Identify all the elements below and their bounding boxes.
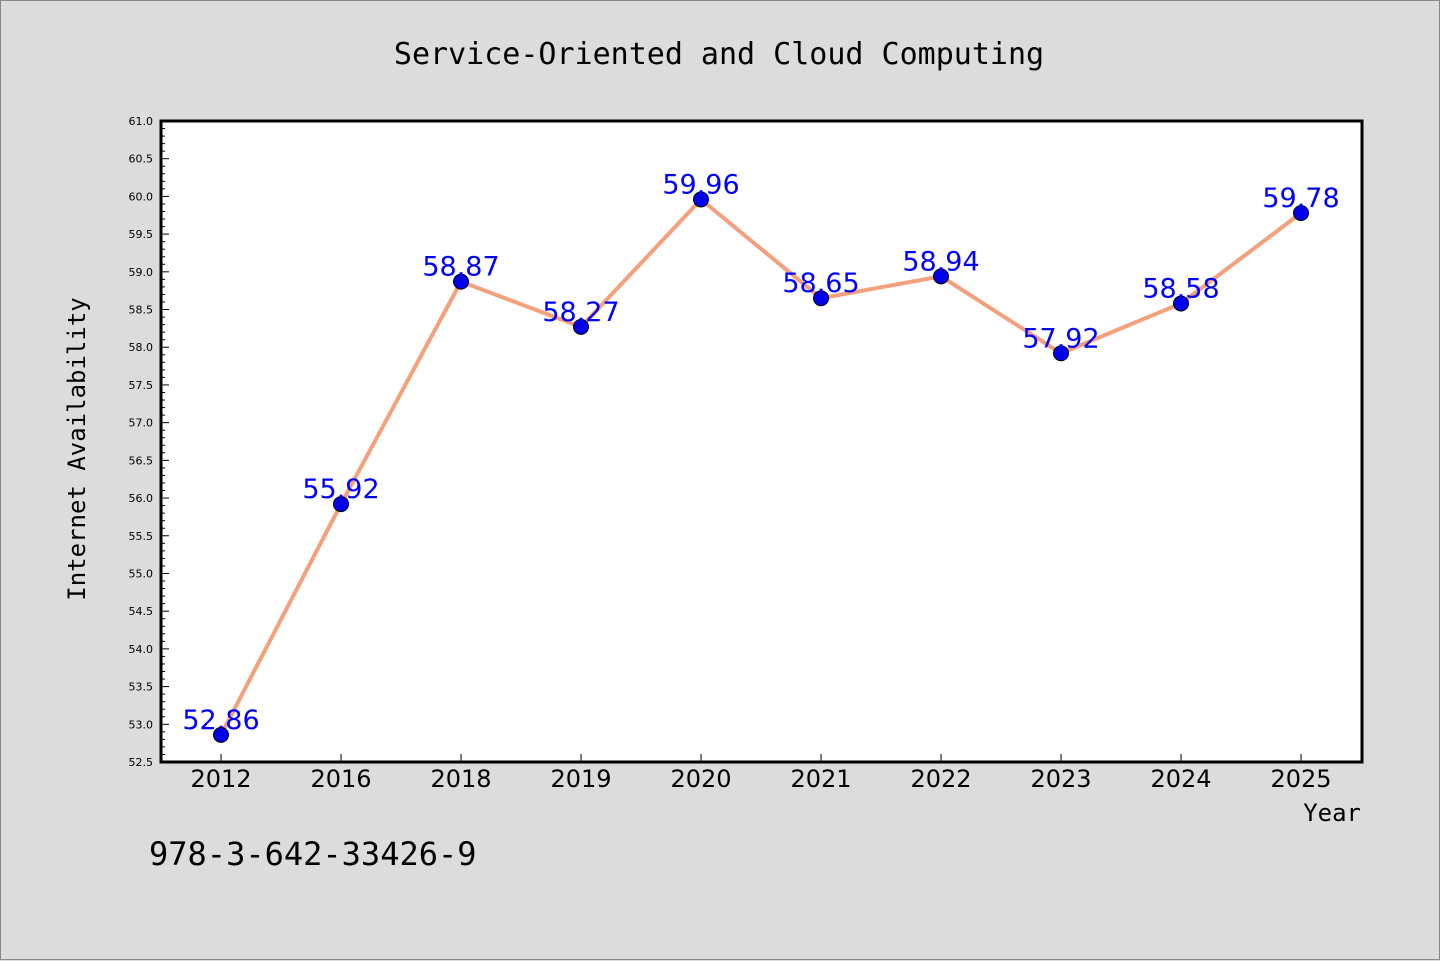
x-tick-label: 2024 [1150, 765, 1211, 793]
y-tick-label: 52.5 [129, 756, 154, 769]
data-point [1293, 205, 1309, 222]
x-tick-label: 2018 [430, 765, 491, 793]
data-point [333, 496, 349, 513]
data-label: 52.86 [182, 705, 259, 736]
y-tick-label: 54.5 [129, 605, 154, 618]
data-point [693, 191, 709, 208]
y-tick-label: 57.5 [129, 379, 154, 392]
y-tick-label: 55.5 [129, 530, 154, 543]
y-tick-label: 58.5 [129, 304, 154, 317]
x-tick-label: 2016 [310, 765, 371, 793]
data-label: 58.58 [1142, 273, 1219, 304]
y-tick-label: 60.0 [129, 190, 154, 203]
y-tick-label: 57.0 [129, 417, 154, 430]
data-point [453, 273, 469, 290]
y-tick-label: 56.0 [129, 492, 154, 505]
y-tick-label: 56.5 [129, 454, 154, 467]
x-axis-label: Year [1303, 799, 1361, 827]
data-label: 59.78 [1262, 183, 1339, 214]
y-tick-label: 59.5 [129, 228, 154, 241]
data-label: 58.65 [782, 268, 859, 299]
chart-title: Service-Oriented and Cloud Computing [394, 37, 1044, 72]
data-point [1053, 345, 1069, 362]
data-point [573, 318, 589, 335]
y-tick-label: 53.5 [129, 681, 154, 694]
x-tick-label: 2021 [790, 765, 851, 793]
x-axis: 2012 2016 2018 2019 2020 2021 2022 2023 2024 2025 [190, 754, 1332, 793]
data-label: 57.92 [1022, 323, 1099, 354]
y-axis: 52.5 53.0 53.5 54.0 54.5 55.0 55.5 56.0 56.5 57.0… [129, 115, 169, 769]
data-point [933, 268, 949, 285]
y-tick-label: 58.0 [129, 341, 154, 354]
data-point [813, 290, 829, 307]
data-point [1173, 295, 1189, 312]
x-tick-label: 2022 [910, 765, 971, 793]
data-label: 55.92 [302, 474, 379, 505]
data-point [213, 726, 229, 743]
isbn-footnote: 978-3-642-33426-9 [149, 835, 477, 873]
x-tick-label: 2023 [1030, 765, 1091, 793]
x-tick-label: 2025 [1270, 765, 1331, 793]
series-line [219, 197, 1303, 736]
y-tick-label: 54.0 [129, 643, 154, 656]
series-group: 52.86 55.92 58.87 58.27 59.96 58.65 58.94 57.92… [182, 169, 1340, 743]
data-label: 58.87 [422, 252, 499, 283]
x-tick-label: 2019 [550, 765, 611, 793]
data-label: 58.27 [542, 297, 619, 328]
x-tick-label: 2020 [670, 765, 731, 793]
y-axis-label: Internet Availability [63, 297, 91, 600]
data-label: 59.96 [662, 169, 739, 200]
x-tick-label: 2012 [190, 765, 251, 793]
plot-area [159, 119, 1364, 764]
data-label: 58.94 [902, 246, 979, 277]
y-tick-label: 53.0 [129, 718, 154, 731]
y-tick-label: 55.0 [129, 567, 154, 580]
y-tick-label: 59.0 [129, 266, 154, 279]
y-tick-label: 60.5 [129, 153, 154, 166]
y-tick-label: 61.0 [129, 115, 154, 128]
